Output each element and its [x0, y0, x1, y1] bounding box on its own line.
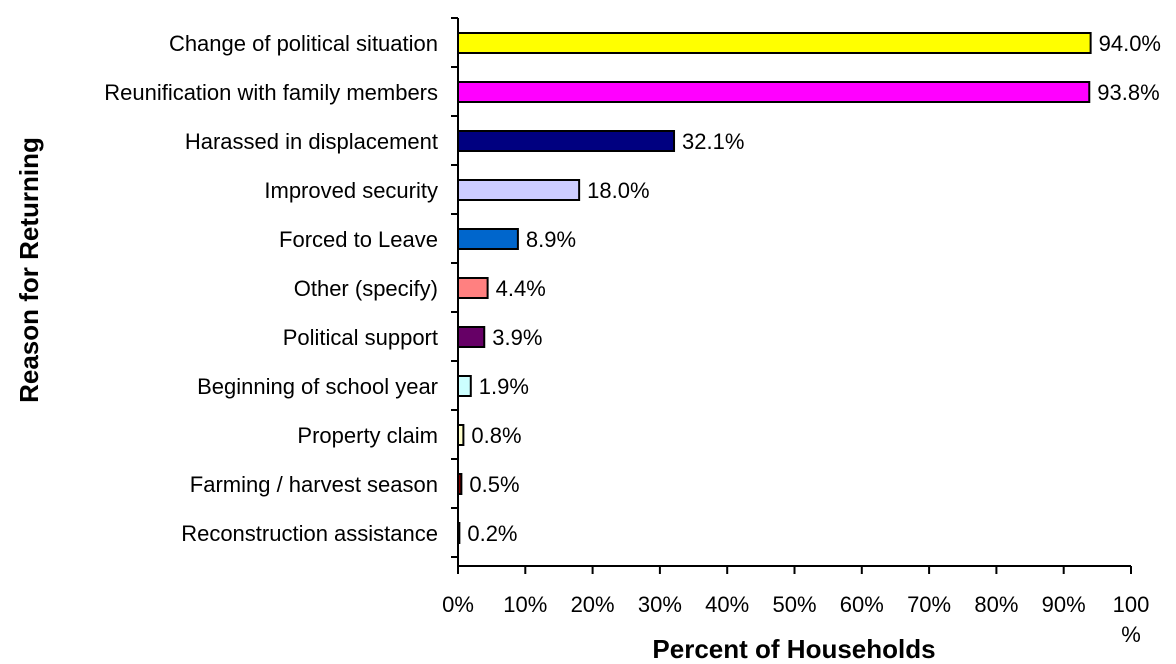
x-tick-label: 80%	[974, 592, 1018, 617]
x-tick-label-suffix: %	[1121, 622, 1141, 647]
x-axis-title: Percent of Households	[652, 634, 935, 664]
x-tick-label: 100	[1113, 592, 1150, 617]
data-label: 32.1%	[682, 129, 744, 154]
bar	[457, 277, 489, 299]
data-label: 0.2%	[467, 521, 517, 546]
category-label: Other (specify)	[294, 276, 438, 301]
bar	[457, 228, 519, 250]
category-label: Farming / harvest season	[190, 472, 438, 497]
x-tick-label: 20%	[571, 592, 615, 617]
category-label: Harassed in displacement	[185, 129, 438, 154]
category-label: Property claim	[297, 423, 438, 448]
data-label: 18.0%	[587, 178, 649, 203]
y-axis-title: Reason for Returning	[14, 137, 44, 403]
labels-layer: Change of political situation 94.0% Reunif…	[104, 31, 1161, 647]
bar	[457, 130, 676, 152]
data-label: 8.9%	[526, 227, 576, 252]
x-tick-label: 50%	[772, 592, 816, 617]
x-tick-label: 30%	[638, 592, 682, 617]
category-label: Change of political situation	[169, 31, 438, 56]
data-label: 94.0%	[1099, 31, 1161, 56]
category-label: Improved security	[264, 178, 438, 203]
category-label: Reunification with family members	[104, 80, 438, 105]
data-label: 3.9%	[492, 325, 542, 350]
data-label: 93.8%	[1097, 80, 1159, 105]
data-label: 4.4%	[496, 276, 546, 301]
x-ticks-layer	[451, 17, 1132, 574]
x-tick-label: 60%	[840, 592, 884, 617]
category-label: Beginning of school year	[197, 374, 438, 399]
x-tick-label: 10%	[503, 592, 547, 617]
bar	[457, 375, 472, 397]
bar	[457, 179, 581, 201]
x-tick-label: 40%	[705, 592, 749, 617]
x-tick-label: 0%	[442, 592, 474, 617]
bars-layer	[457, 32, 1092, 544]
bar	[457, 32, 1092, 54]
data-label: 1.9%	[479, 374, 529, 399]
x-tick-label: 70%	[907, 592, 951, 617]
data-label: 0.8%	[471, 423, 521, 448]
bar	[457, 81, 1091, 103]
category-label: Political support	[283, 325, 438, 350]
category-label: Forced to Leave	[279, 227, 438, 252]
bar	[457, 326, 486, 348]
category-label: Reconstruction assistance	[181, 521, 438, 546]
data-label: 0.5%	[469, 472, 519, 497]
x-tick-label: 90%	[1042, 592, 1086, 617]
